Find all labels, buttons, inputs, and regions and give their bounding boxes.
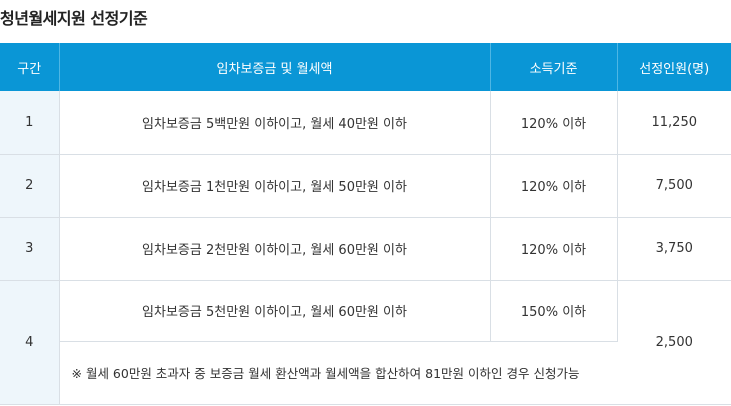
condition-cell: 임차보증금 2천만원 이하이고, 월세 60만원 이하 [59,217,491,281]
condition-cell: 임차보증금 5백만원 이하이고, 월세 40만원 이하 [59,91,491,155]
section-cell: 3 [0,217,60,281]
income-cell: 120% 이하 [490,91,618,155]
table-header-row: 구간 임차보증금 및 월세액 소득기준 선정인원(명) [0,43,731,91]
header-section: 구간 [0,43,60,91]
section-cell: 1 [0,91,60,155]
income-cell: 120% 이하 [490,154,618,218]
table-row: 4 임차보증금 5천만원 이하이고, 월세 60만원 이하 150% 이하 2,… [0,280,731,405]
table-row: 3 임차보증금 2천만원 이하이고, 월세 60만원 이하 120% 이하 3,… [0,217,731,281]
page-title: 청년월세지원 선정기준 [0,9,148,28]
table-row-note: ※ 월세 60만원 초과자 중 보증금 월세 환산액과 월세액을 합산하여 81… [0,341,731,405]
section-cell: 2 [0,154,60,218]
income-cell: 150% 이하 [490,280,618,342]
note-cell: ※ 월세 60만원 초과자 중 보증금 월세 환산액과 월세액을 합산하여 81… [59,341,617,405]
income-cell: 120% 이하 [490,217,618,281]
header-count: 선정인원(명) [617,43,731,91]
count-cell: 7,500 [617,154,731,218]
table-row: 1 임차보증금 5백만원 이하이고, 월세 40만원 이하 120% 이하 11… [0,91,731,155]
table-row: 2 임차보증금 1천만원 이하이고, 월세 50만원 이하 120% 이하 7,… [0,154,731,218]
count-cell: 3,750 [617,217,731,281]
count-cell: 2,500 [617,280,731,405]
header-deposit-rent: 임차보증금 및 월세액 [59,43,491,91]
condition-cell: 임차보증금 1천만원 이하이고, 월세 50만원 이하 [59,154,491,218]
selection-criteria-table: 구간 임차보증금 및 월세액 소득기준 선정인원(명) 1 임차보증금 5백만원… [0,43,731,405]
header-income: 소득기준 [490,43,618,91]
count-cell: 11,250 [617,91,731,155]
condition-cell: 임차보증금 5천만원 이하이고, 월세 60만원 이하 [59,280,491,342]
section-cell: 4 [0,280,60,405]
